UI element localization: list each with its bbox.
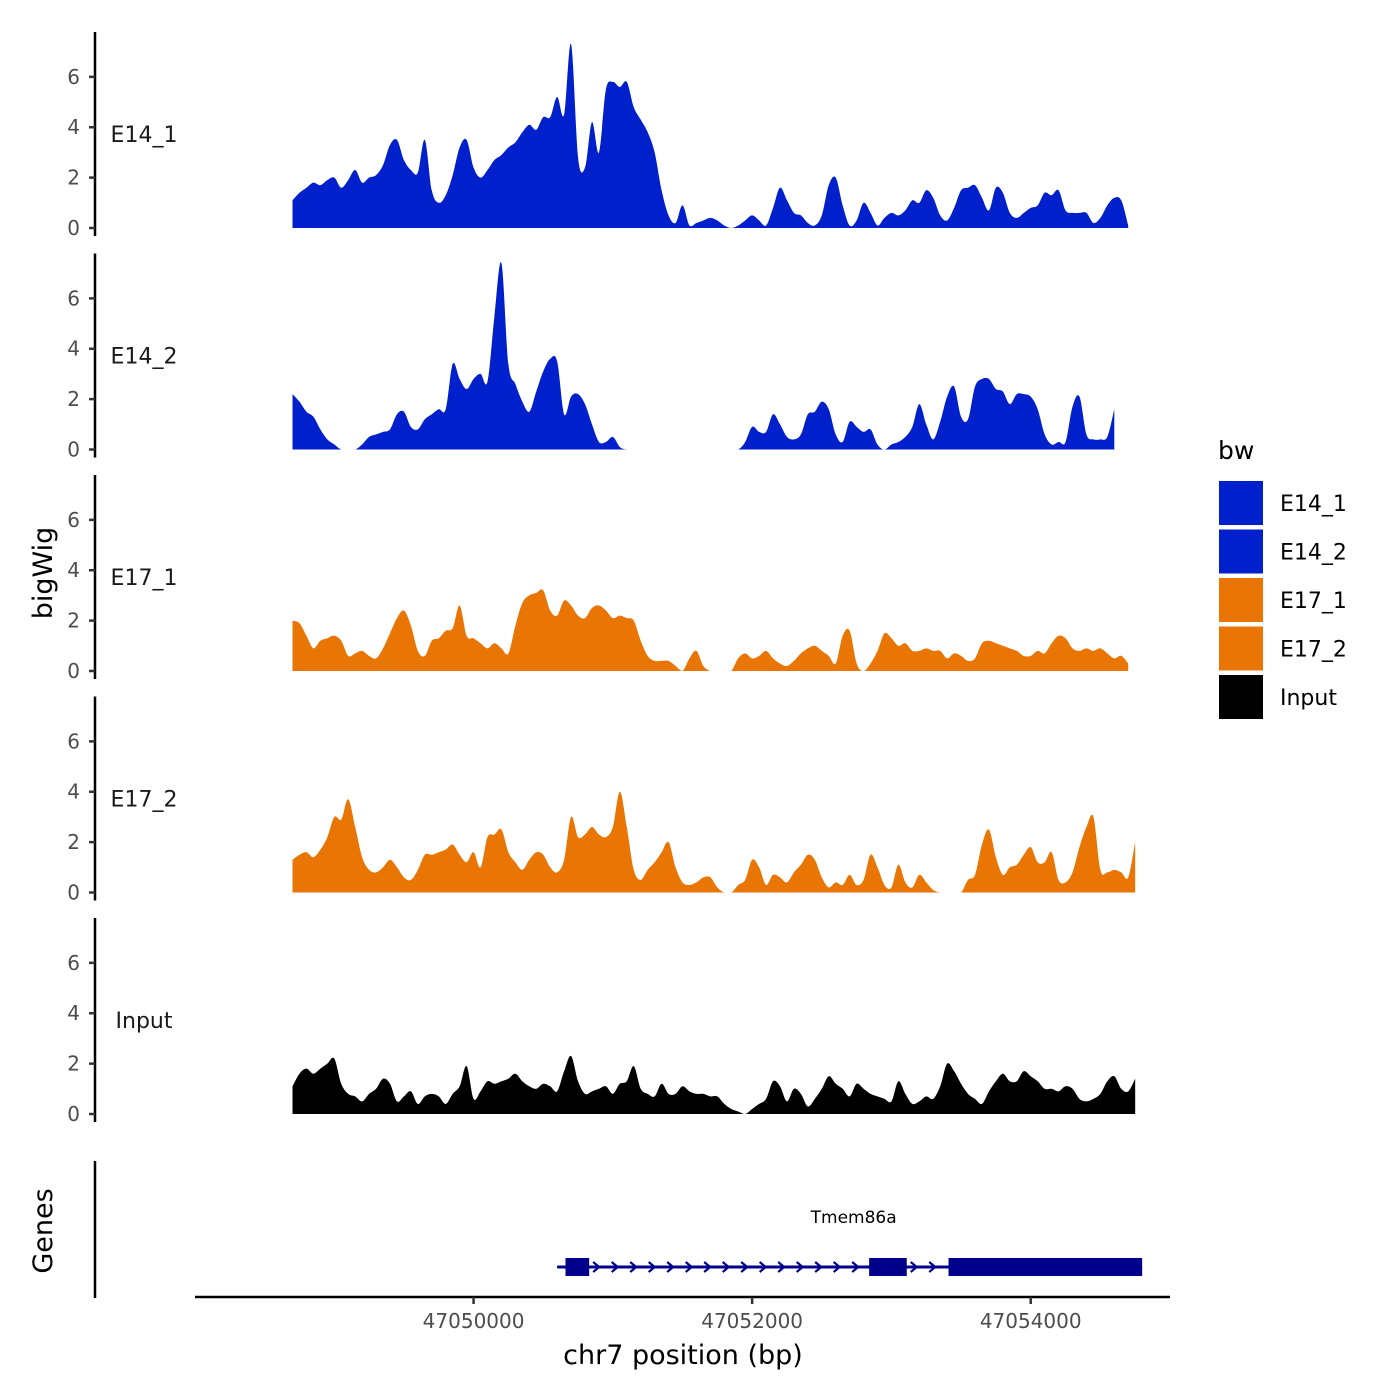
y-tick-label: 2 (67, 1052, 80, 1076)
legend: bw E14_1 E14_2 E17_1 E17_2 Input (1218, 436, 1347, 719)
track-label: E17_1 (111, 566, 178, 591)
x-tick-label: 47052000 (701, 1309, 803, 1333)
y-tick-label: 2 (67, 609, 80, 633)
track-label: E17_2 (111, 788, 178, 813)
y-tick-label: 4 (67, 115, 80, 139)
gene-exon (869, 1258, 907, 1276)
legend-label: Input (1280, 686, 1337, 711)
y-axis-title: bigWig (28, 527, 59, 620)
track-e14-2: 0 2 4 6 E14_2 (67, 253, 1115, 462)
y-tick-label: 2 (67, 830, 80, 854)
genes-axis-title: Genes (28, 1188, 59, 1273)
legend-key-e17-2 (1219, 626, 1263, 671)
strand-chevron (610, 1261, 620, 1273)
strand-chevron (740, 1261, 749, 1273)
strand-chevron (647, 1261, 657, 1273)
y-tick-label: 0 (67, 659, 80, 683)
y-tick-label: 0 (67, 216, 80, 240)
legend-title: bw (1218, 436, 1254, 465)
signal-area-input (292, 1055, 1136, 1114)
legend-key-e14-1 (1219, 481, 1263, 525)
y-tick-label: 6 (67, 65, 80, 89)
strand-chevron (758, 1261, 768, 1273)
strand-chevron (703, 1261, 712, 1273)
y-tick-label: 4 (67, 780, 80, 804)
legend-key-e14-2 (1219, 529, 1263, 574)
track-e17-1: 0 2 4 6 E17_1 (67, 475, 1129, 683)
y-tick-label: 0 (67, 438, 80, 462)
signal-area-e17-2 (292, 791, 1136, 893)
y-tick-label: 6 (67, 951, 80, 975)
signal-area-e14-1 (292, 43, 1129, 228)
signal-area-e14-2 (292, 262, 1115, 450)
y-tick-label: 6 (67, 286, 80, 310)
strand-chevron (795, 1261, 805, 1273)
legend-label: E14_1 (1280, 492, 1347, 517)
signal-area-e17-1 (292, 589, 1129, 671)
track-input: 0 2 4 6 Input (67, 918, 1136, 1126)
legend-key-input (1219, 675, 1263, 719)
y-tick-label: 4 (67, 337, 80, 361)
x-tick-label: 47054000 (980, 1309, 1082, 1333)
track-label: E14_2 (111, 345, 178, 370)
gene-exon (948, 1258, 1143, 1276)
y-tick-label: 6 (67, 508, 80, 532)
y-tick-label: 2 (67, 387, 80, 411)
gene-exon (565, 1258, 590, 1276)
strand-chevron (910, 1261, 919, 1273)
strand-chevron (721, 1261, 731, 1273)
track-label: Input (116, 1009, 173, 1034)
strand-chevron (666, 1261, 675, 1273)
legend-label: E17_1 (1280, 589, 1347, 614)
track-label: E14_1 (111, 123, 178, 148)
strand-chevron (814, 1261, 823, 1273)
genes-panel: Tmem86a (93, 1161, 1143, 1298)
y-tick-label: 2 (67, 166, 80, 190)
strand-chevron (684, 1261, 694, 1273)
x-axis: 47050000 47052000 47054000 (195, 1295, 1170, 1333)
y-tick-label: 0 (67, 881, 80, 905)
strand-chevron (832, 1261, 842, 1273)
gene-tmem86a: Tmem86a (557, 1208, 1143, 1276)
y-tick-label: 4 (67, 1001, 80, 1025)
track-e17-2: 0 2 4 6 E17_2 (67, 696, 1136, 905)
strand-chevron (629, 1261, 638, 1273)
x-axis-title: chr7 position (bp) (563, 1340, 803, 1371)
strand-chevron (851, 1261, 860, 1273)
y-tick-label: 0 (67, 1102, 80, 1126)
track-e14-1: 0 2 4 6 E14_1 (67, 32, 1129, 240)
legend-key-e17-1 (1219, 578, 1263, 622)
strand-chevron (928, 1261, 937, 1273)
x-tick-label: 47050000 (423, 1309, 525, 1333)
strand-chevron (592, 1261, 601, 1273)
legend-label: E17_2 (1280, 638, 1347, 663)
strand-chevron (777, 1261, 786, 1273)
gene-label: Tmem86a (810, 1208, 897, 1228)
signal-tracks: 0 2 4 6 E14_1 0 2 4 6 E14_2 0 2 4 6 E17_1 0 2 4 6 E17_2 0 2 4 6… (67, 32, 1136, 1126)
legend-label: E14_2 (1280, 541, 1347, 566)
y-tick-label: 6 (67, 729, 80, 753)
y-tick-label: 4 (67, 558, 80, 582)
